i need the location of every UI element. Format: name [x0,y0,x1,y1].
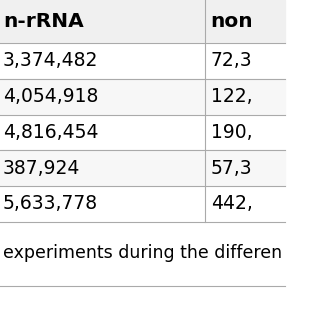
Text: n-rRNA: n-rRNA [3,12,84,31]
Bar [0,43,285,79]
Bar [0,186,285,222]
Text: 57,3: 57,3 [211,159,252,178]
Text: 122,: 122, [211,87,252,106]
Text: 4,816,454: 4,816,454 [3,123,98,142]
Text: 190,: 190, [211,123,252,142]
Bar [0,0,285,43]
Text: experiments during the differen: experiments during the differen [3,244,282,262]
Text: 387,924: 387,924 [3,159,80,178]
Text: non: non [211,12,253,31]
Bar [0,150,285,186]
Text: 442,: 442, [211,194,253,213]
Text: 4,054,918: 4,054,918 [3,87,98,106]
Text: 5,633,778: 5,633,778 [3,194,98,213]
Text: 72,3: 72,3 [211,51,252,70]
Bar [0,79,285,115]
Text: 3,374,482: 3,374,482 [3,51,98,70]
Bar [0,115,285,150]
